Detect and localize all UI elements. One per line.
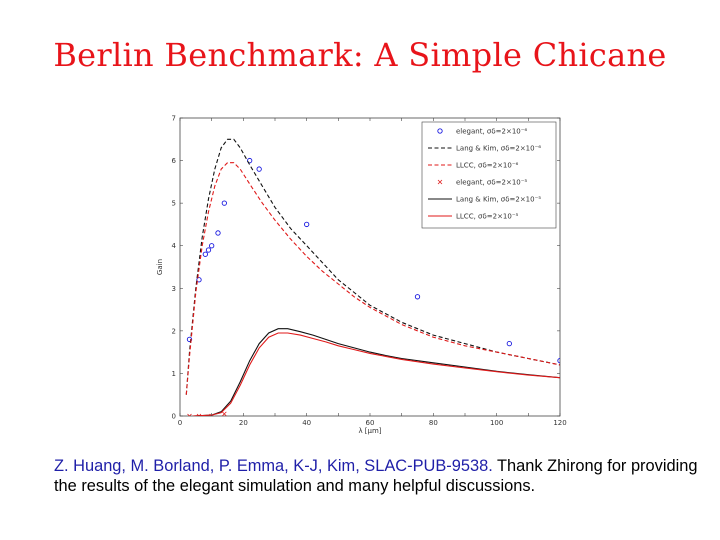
series-2-line bbox=[185, 138, 560, 395]
legend-swatch bbox=[437, 179, 443, 185]
x-tick-label: 100 bbox=[490, 419, 503, 427]
series-5-line bbox=[192, 328, 560, 416]
gain-chart: 0 20 40 60 80 100 120 0 1 2 3 4 5 6 7 λ [μm] Gain elega… bbox=[156, 115, 567, 436]
y-tick-label: 3 bbox=[172, 285, 176, 293]
legend-label: elegant, σδ=2×10⁻⁵ bbox=[456, 179, 527, 187]
x-tick-label: 20 bbox=[239, 419, 248, 427]
y-tick-label: 1 bbox=[172, 370, 176, 378]
series-1-point bbox=[205, 247, 212, 253]
legend-swatch bbox=[437, 128, 443, 134]
series-1-point bbox=[209, 243, 215, 249]
legend-label: Lang & Kim, σδ=2×10⁻⁵ bbox=[456, 196, 541, 204]
y-axis-label: Gain bbox=[156, 259, 164, 275]
y-tick-label: 5 bbox=[172, 200, 176, 208]
x-tick-label: 0 bbox=[178, 419, 182, 427]
thanks-text: Thank Zhirong for providing the results … bbox=[54, 457, 698, 495]
y-tick-label: 7 bbox=[172, 115, 176, 123]
x-tick-label: 80 bbox=[429, 419, 438, 427]
series-4-point bbox=[196, 413, 202, 416]
series-1-point bbox=[215, 230, 221, 236]
legend-label: elegant, σδ=2×10⁻⁶ bbox=[456, 128, 527, 136]
citation-text: Z. Huang, M. Borland, P. Emma, K-J, Kim,… bbox=[54, 457, 493, 475]
legend-label: LLCC, σδ=2×10⁻⁵ bbox=[456, 213, 519, 221]
x-tick-label: 40 bbox=[302, 419, 311, 427]
series-1-point bbox=[247, 157, 253, 164]
series-1-point bbox=[557, 358, 560, 364]
series-1-point bbox=[221, 200, 227, 206]
legend-label: Lang & Kim, σδ=2×10⁻⁶ bbox=[456, 145, 541, 153]
series-1-point bbox=[256, 166, 262, 172]
x-tick-label: 120 bbox=[553, 419, 566, 427]
series-1-point bbox=[414, 294, 421, 300]
y-tick-label: 2 bbox=[172, 327, 176, 335]
slide-title: Berlin Benchmark: A Simple Chicane bbox=[53, 36, 667, 74]
series-1-point bbox=[202, 251, 208, 257]
series-3-line bbox=[185, 162, 560, 395]
series-6-line bbox=[192, 332, 560, 416]
y-tick-label: 4 bbox=[172, 242, 177, 250]
legend-label: LLCC, σδ=2×10⁻⁶ bbox=[456, 162, 519, 170]
x-axis-label: λ [μm] bbox=[358, 427, 381, 435]
series-4-point bbox=[187, 413, 192, 416]
x-tick-label: 60 bbox=[366, 419, 375, 427]
y-tick-label: 0 bbox=[172, 413, 176, 421]
series-1-point bbox=[506, 340, 512, 347]
y-tick-label: 6 bbox=[172, 157, 177, 165]
legend-box bbox=[421, 121, 557, 229]
caption: Z. Huang, M. Borland, P. Emma, K-J, Kim,… bbox=[54, 456, 704, 496]
series-1-point bbox=[196, 277, 202, 283]
series-1-point bbox=[304, 221, 310, 228]
series-4-point bbox=[222, 411, 227, 416]
